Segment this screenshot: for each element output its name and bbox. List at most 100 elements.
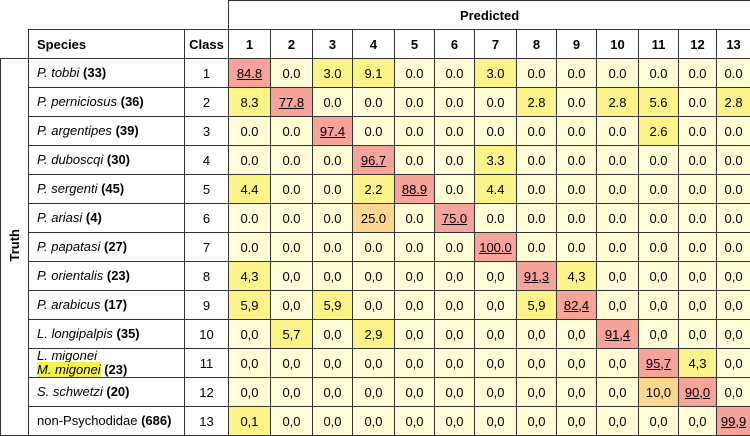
- cell-value: 0,0: [444, 385, 464, 400]
- matrix-cell: 0.0: [679, 175, 717, 204]
- cell-value: 4.4: [485, 182, 505, 197]
- column-header: 13: [717, 30, 750, 59]
- cell-value: 0,0: [239, 385, 259, 400]
- species-count: (17): [104, 297, 127, 312]
- cell-value: 0,0: [724, 327, 744, 342]
- cell-value: 0,0: [444, 298, 464, 313]
- cell-value: 4,3: [687, 356, 707, 371]
- matrix-cell: 0.0: [517, 146, 557, 175]
- species-name: non-Psychodidae: [37, 413, 137, 428]
- matrix-cell: 0,0: [597, 291, 639, 320]
- matrix-cell: 0,0: [679, 262, 717, 291]
- cell-value: 9.1: [363, 66, 383, 81]
- matrix-cell: 0,0: [679, 291, 717, 320]
- species-count: (20): [106, 384, 129, 399]
- cell-value: 0,0: [485, 327, 505, 342]
- cell-value: 0,0: [485, 385, 505, 400]
- species-name: L. longipalpis: [37, 326, 113, 341]
- cell-value: 0,0: [363, 356, 383, 371]
- cell-value: 0.0: [648, 153, 668, 168]
- matrix-cell: 0.0: [517, 175, 557, 204]
- matrix-cell: 0,1: [229, 407, 271, 436]
- species-count: (23): [104, 362, 127, 377]
- matrix-cell: 0.0: [435, 117, 475, 146]
- cell-value: 0.0: [404, 124, 424, 139]
- column-header: 5: [395, 30, 435, 59]
- column-header: 3: [313, 30, 353, 59]
- matrix-cell: 0,0: [313, 320, 353, 349]
- cell-value: 4,3: [239, 269, 259, 284]
- matrix-cell: 2.8: [717, 88, 750, 117]
- cell-value: 0,0: [526, 385, 546, 400]
- column-header: 1: [229, 30, 271, 59]
- cell-value: 100.0: [478, 240, 513, 255]
- matrix-cell: 0,0: [435, 407, 475, 436]
- blank-corner: [1, 1, 29, 30]
- cell-value: 84.8: [236, 66, 263, 81]
- cell-value: 0.0: [607, 124, 627, 139]
- species-count: (4): [86, 210, 102, 225]
- cell-value: 0,1: [239, 414, 259, 429]
- class-cell: 1: [185, 59, 229, 88]
- species-cell: P. duboscqi (30): [29, 146, 185, 175]
- matrix-cell: 0.0: [313, 175, 353, 204]
- matrix-cell: 0,0: [717, 349, 750, 378]
- cell-value: 5,9: [526, 298, 546, 313]
- cell-value: 2.8: [724, 95, 744, 110]
- matrix-cell: 0,0: [353, 291, 395, 320]
- species-name: P. arabicus: [37, 297, 100, 312]
- matrix-cell: 0.0: [679, 59, 717, 88]
- matrix-cell: 0.0: [353, 88, 395, 117]
- species-count: (686): [141, 413, 171, 428]
- cell-value: 0.0: [724, 153, 744, 168]
- cell-value: 0.0: [444, 240, 464, 255]
- species-count: (23): [107, 268, 130, 283]
- cell-value: 0,0: [363, 269, 383, 284]
- matrix-cell: 0,0: [353, 262, 395, 291]
- species-cell: S. schwetzi (20): [29, 378, 185, 407]
- matrix-cell: 0.0: [557, 88, 597, 117]
- cell-value: 0.0: [526, 153, 546, 168]
- matrix-cell: 0.0: [271, 233, 313, 262]
- cell-value: 0.0: [485, 95, 505, 110]
- matrix-cell: 0.0: [395, 146, 435, 175]
- matrix-cell: 0,0: [395, 320, 435, 349]
- matrix-cell: 2.2: [353, 175, 395, 204]
- species-name: P. orientalis: [37, 268, 103, 283]
- cell-value: 0.0: [444, 95, 464, 110]
- cell-value: 0,0: [648, 298, 668, 313]
- cell-value: 0.0: [444, 182, 464, 197]
- matrix-cell: 0,0: [475, 349, 517, 378]
- cell-value: 0.0: [566, 240, 586, 255]
- column-header: 7: [475, 30, 517, 59]
- matrix-cell: 0.0: [597, 146, 639, 175]
- cell-value: 97.4: [319, 124, 346, 139]
- species-cell: P. papatasi (27): [29, 233, 185, 262]
- matrix-cell: 0,0: [557, 320, 597, 349]
- matrix-cell: 2,9: [353, 320, 395, 349]
- matrix-cell: 0.0: [517, 204, 557, 233]
- matrix-cell: 0,0: [597, 262, 639, 291]
- matrix-cell: 0.0: [395, 59, 435, 88]
- truth-label-text: Truth: [7, 229, 22, 262]
- cell-value: 0.0: [687, 66, 707, 81]
- matrix-cell: 0.0: [557, 233, 597, 262]
- cell-value: 0,0: [281, 269, 301, 284]
- matrix-cell: 0.0: [395, 233, 435, 262]
- column-header: 6: [435, 30, 475, 59]
- cell-value: 0,0: [724, 298, 744, 313]
- species-count: (30): [107, 152, 130, 167]
- blank-corner: [185, 1, 229, 30]
- species-cell: P. perniciosus (36): [29, 88, 185, 117]
- cell-value: 0.0: [607, 182, 627, 197]
- matrix-cell: 0,0: [271, 378, 313, 407]
- column-header: 8: [517, 30, 557, 59]
- matrix-cell: 100.0: [475, 233, 517, 262]
- species-name: P. argentipes: [37, 123, 112, 138]
- species-count: (35): [117, 326, 140, 341]
- cell-value: 0,0: [526, 327, 546, 342]
- matrix-cell: 0,0: [639, 407, 679, 436]
- cell-value: 0,0: [404, 269, 424, 284]
